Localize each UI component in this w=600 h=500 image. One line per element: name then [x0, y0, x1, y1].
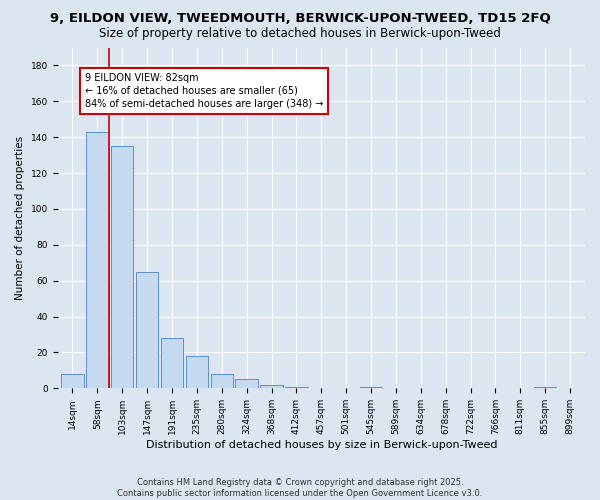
Text: Size of property relative to detached houses in Berwick-upon-Tweed: Size of property relative to detached ho… — [99, 28, 501, 40]
Bar — [185, 356, 208, 388]
Bar — [235, 380, 258, 388]
Bar — [136, 272, 158, 388]
Bar — [111, 146, 133, 388]
Bar — [260, 385, 283, 388]
Text: 9 EILDON VIEW: 82sqm
← 16% of detached houses are smaller (65)
84% of semi-detac: 9 EILDON VIEW: 82sqm ← 16% of detached h… — [85, 72, 323, 109]
Bar — [211, 374, 233, 388]
Y-axis label: Number of detached properties: Number of detached properties — [15, 136, 25, 300]
Bar — [360, 386, 382, 388]
Bar — [86, 132, 109, 388]
Bar — [534, 386, 556, 388]
Text: 9, EILDON VIEW, TWEEDMOUTH, BERWICK-UPON-TWEED, TD15 2FQ: 9, EILDON VIEW, TWEEDMOUTH, BERWICK-UPON… — [50, 12, 550, 26]
Text: Contains HM Land Registry data © Crown copyright and database right 2025.
Contai: Contains HM Land Registry data © Crown c… — [118, 478, 482, 498]
X-axis label: Distribution of detached houses by size in Berwick-upon-Tweed: Distribution of detached houses by size … — [146, 440, 497, 450]
Bar — [61, 374, 83, 388]
Bar — [285, 386, 308, 388]
Bar — [161, 338, 183, 388]
